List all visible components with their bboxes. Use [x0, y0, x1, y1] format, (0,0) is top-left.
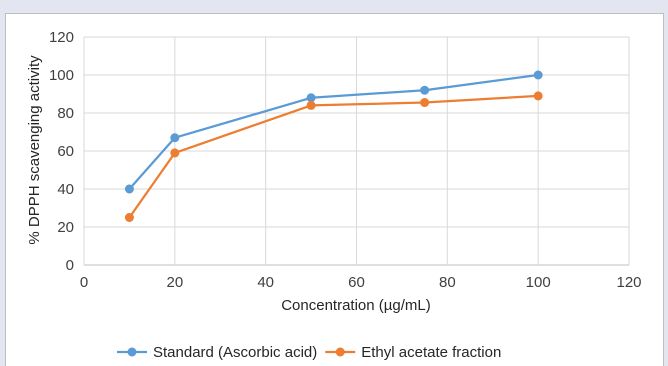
x-tick-label: 60: [348, 274, 365, 291]
x-tick-label: 120: [616, 274, 641, 291]
x-tick-label: 20: [166, 274, 183, 291]
y-tick-label: 100: [49, 67, 74, 84]
data-point: [170, 148, 180, 158]
data-point: [533, 91, 543, 101]
data-point: [124, 184, 134, 194]
data-point: [420, 85, 430, 95]
legend-label: Ethyl acetate fraction: [361, 344, 501, 361]
x-axis-title: Concentration (µg/mL): [281, 297, 431, 314]
x-tick-label: 80: [439, 274, 456, 291]
legend-label: Standard (Ascorbic acid): [153, 344, 317, 361]
y-tick-label: 120: [49, 29, 74, 46]
y-tick-label: 40: [57, 181, 74, 198]
x-tick-label: 100: [526, 274, 551, 291]
y-tick-label: 0: [66, 257, 74, 274]
x-tick-label: 0: [80, 274, 88, 291]
y-tick-label: 60: [57, 143, 74, 160]
data-point: [306, 93, 316, 103]
legend-swatch-marker: [335, 347, 345, 357]
data-point: [170, 133, 180, 143]
legend-swatch-marker: [127, 347, 137, 357]
y-axis-title: % DPPH scavenging activity: [26, 55, 43, 245]
y-tick-labels: 0 20 40 60 80 100 120: [49, 29, 74, 274]
legend: Standard (Ascorbic acid) Ethyl acetate fr…: [117, 344, 501, 361]
series-group: [124, 70, 543, 222]
data-point: [124, 213, 134, 222]
data-point: [533, 70, 543, 80]
x-tick-label: 40: [257, 274, 274, 291]
x-tick-labels: 0 20 40 60 80 100 120: [80, 274, 642, 291]
data-point: [420, 98, 430, 108]
data-point: [306, 100, 316, 110]
y-tick-label: 20: [57, 219, 74, 236]
y-tick-label: 80: [57, 105, 74, 122]
series-line-1: [128, 94, 539, 219]
gridlines: [83, 36, 630, 266]
series-line-0: [128, 73, 539, 190]
